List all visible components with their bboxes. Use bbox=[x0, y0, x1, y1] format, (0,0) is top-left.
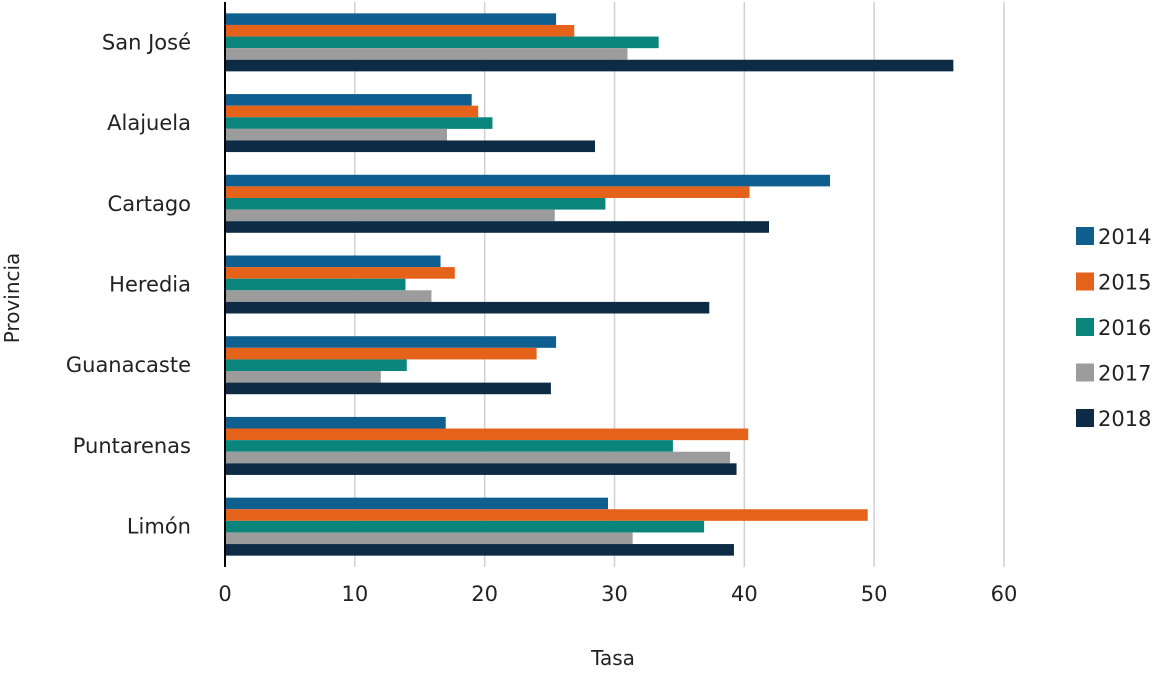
legend-swatch bbox=[1076, 363, 1094, 382]
bar bbox=[225, 440, 673, 452]
bar bbox=[225, 509, 868, 521]
category-label: Puntarenas bbox=[73, 434, 191, 458]
legend-label: 2016 bbox=[1098, 316, 1151, 340]
bar bbox=[225, 520, 705, 533]
bar bbox=[225, 428, 749, 441]
bar bbox=[225, 13, 557, 25]
legend-swatch bbox=[1076, 409, 1094, 427]
x-tick-label: 30 bbox=[601, 582, 628, 606]
bar bbox=[225, 267, 455, 279]
bar bbox=[225, 336, 557, 348]
x-tick-label: 60 bbox=[991, 582, 1018, 606]
category-label: Alajuela bbox=[107, 111, 191, 135]
bar bbox=[225, 359, 407, 372]
category-label: Cartago bbox=[108, 192, 191, 216]
bar bbox=[225, 59, 954, 72]
bar bbox=[225, 371, 381, 383]
x-tick-label: 50 bbox=[861, 582, 888, 606]
bar bbox=[225, 24, 575, 37]
bar bbox=[225, 117, 493, 129]
legend-swatch bbox=[1076, 227, 1094, 245]
x-tick-label: 0 bbox=[218, 582, 231, 606]
bar bbox=[225, 186, 750, 198]
bar bbox=[225, 174, 831, 187]
x-axis-tick-labels: 0 10 20 30 40 50 60 bbox=[218, 582, 1017, 606]
bar bbox=[225, 301, 710, 314]
bar bbox=[225, 416, 446, 429]
bar bbox=[225, 209, 555, 222]
bar bbox=[225, 532, 633, 545]
bar bbox=[225, 94, 472, 106]
bar bbox=[225, 451, 731, 464]
legend: 2014 2015 2016 2017 2018 bbox=[1076, 225, 1151, 431]
bar bbox=[225, 255, 441, 268]
x-tick-label: 20 bbox=[471, 582, 498, 606]
x-tick-label: 10 bbox=[341, 582, 368, 606]
category-label: Guanacaste bbox=[66, 353, 191, 377]
x-axis-title: Tasa bbox=[590, 646, 635, 670]
bar bbox=[225, 382, 551, 395]
bar bbox=[225, 197, 606, 210]
y-axis-title: Provincia bbox=[0, 253, 24, 344]
bar bbox=[225, 347, 537, 360]
category-label: San José bbox=[102, 30, 191, 54]
bar bbox=[225, 105, 479, 118]
bar bbox=[225, 128, 448, 141]
bar bbox=[225, 290, 432, 302]
category-label: Heredia bbox=[109, 273, 191, 297]
gridlines bbox=[354, 2, 1005, 567]
x-tick-label: 40 bbox=[731, 582, 758, 606]
bar bbox=[225, 36, 659, 49]
bars bbox=[225, 13, 954, 556]
bar bbox=[225, 544, 734, 556]
category-labels: San José Alajuela Cartago Heredia Guanacaste… bbox=[66, 30, 191, 538]
bar bbox=[225, 48, 628, 60]
legend-swatch bbox=[1076, 318, 1094, 336]
legend-label: 2017 bbox=[1098, 362, 1151, 386]
category-label: Limón bbox=[127, 515, 191, 539]
legend-label: 2018 bbox=[1098, 407, 1151, 431]
bar bbox=[225, 278, 406, 291]
bar bbox=[225, 140, 596, 153]
legend-swatch bbox=[1076, 272, 1094, 291]
legend-label: 2014 bbox=[1098, 225, 1151, 249]
bar bbox=[225, 463, 737, 475]
legend-label: 2015 bbox=[1098, 271, 1151, 295]
bar bbox=[225, 221, 770, 233]
bar bbox=[225, 497, 609, 510]
